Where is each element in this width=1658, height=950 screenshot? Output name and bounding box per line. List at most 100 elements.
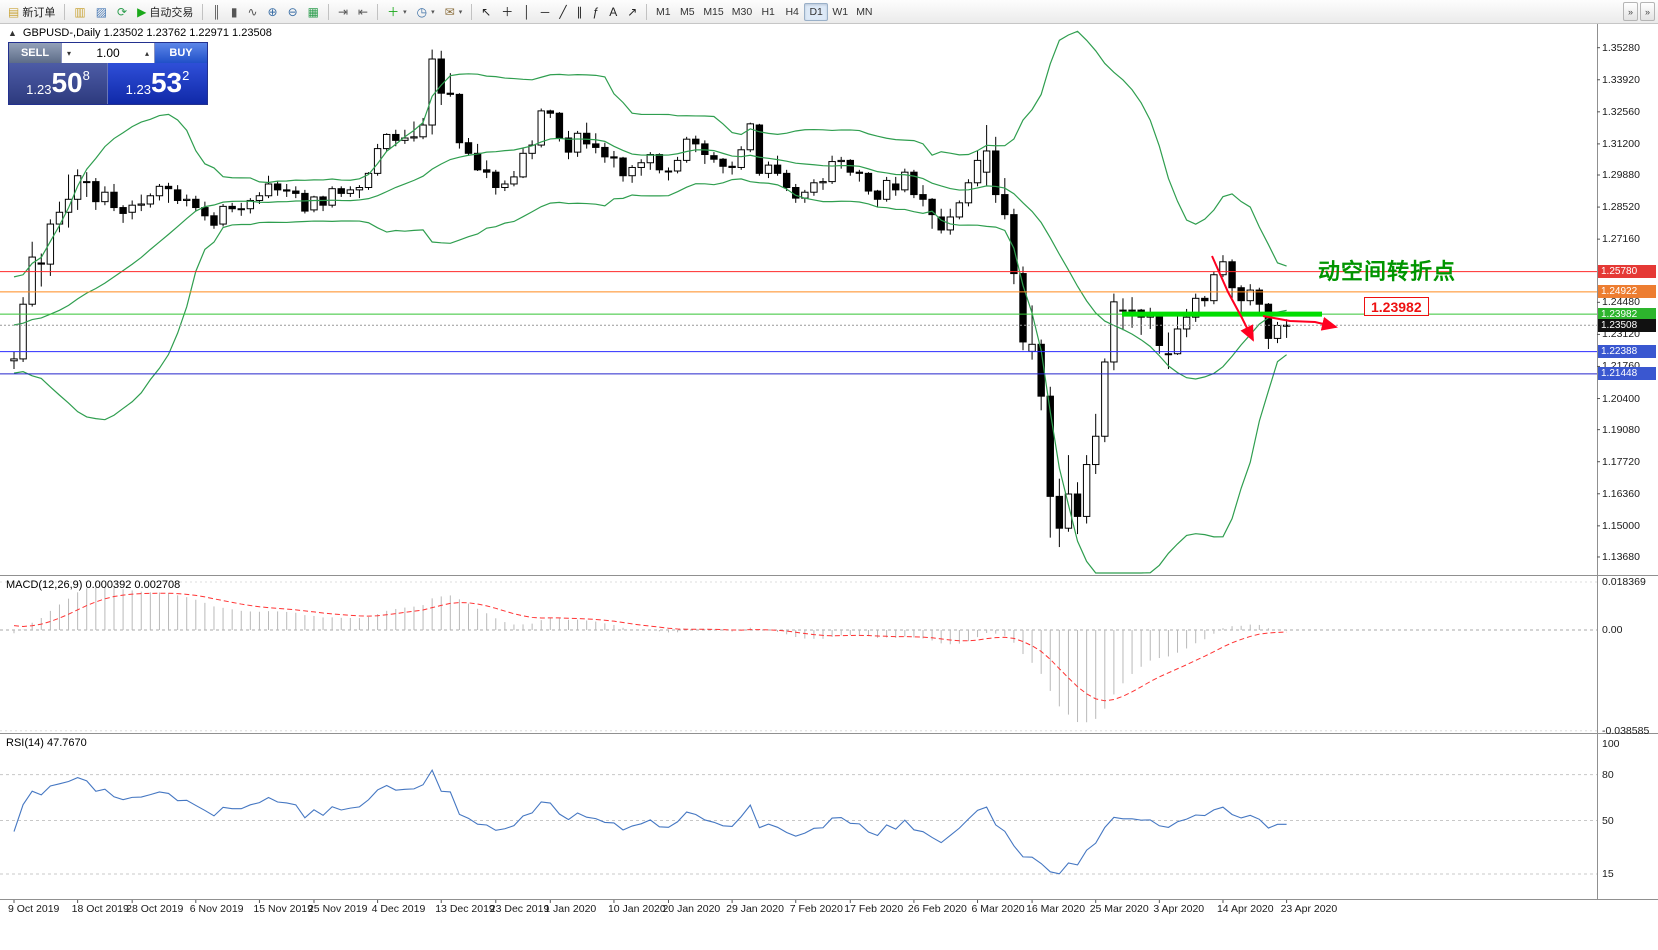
candle-body: [719, 158, 727, 167]
sell-button[interactable]: SELL: [9, 43, 61, 63]
candle-body: [437, 58, 445, 94]
toolbar-separator: [471, 3, 473, 20]
candle-body: [782, 172, 791, 189]
equidistant-channel-button[interactable]: ∥: [572, 2, 588, 22]
timeframe-h4-button[interactable]: H4: [785, 5, 799, 18]
timeframe-m1-button[interactable]: M1: [656, 5, 671, 18]
timeframe-d1-button[interactable]: D1: [804, 2, 829, 21]
candle-body: [219, 205, 227, 225]
indicators-dropdown-arrow[interactable]: ▾: [403, 8, 407, 16]
candle-body: [619, 157, 627, 177]
buy-button[interactable]: BUY: [155, 43, 207, 63]
fibonacci-icon: ƒ: [592, 4, 600, 19]
candle-body: [655, 153, 664, 171]
volume-increase-button[interactable]: ▴: [144, 48, 149, 58]
equidistant-channel-icon: ∥: [576, 4, 583, 19]
refresh-button[interactable]: ⟳: [112, 2, 132, 22]
candle-body: [882, 179, 891, 200]
trendline-button[interactable]: ╱: [554, 2, 571, 22]
new-order-button[interactable]: ▤ 新订单: [3, 2, 60, 22]
timeframe-m30-button[interactable]: M30: [731, 5, 753, 18]
candle-body: [746, 123, 754, 151]
periods-button[interactable]: ◷ ▾: [412, 2, 440, 22]
candle-body: [537, 110, 545, 146]
volume-decrease-button[interactable]: ▾: [66, 48, 71, 58]
text-label-button[interactable]: A: [604, 2, 622, 22]
candle-body: [873, 190, 882, 200]
arrows-tool-button[interactable]: ↗: [622, 2, 642, 22]
cursor-button[interactable]: ↖: [476, 2, 496, 22]
candle-body: [1110, 301, 1118, 363]
zoom-in-button[interactable]: ⊕: [263, 2, 283, 22]
crosshair-button[interactable]: ＋: [496, 2, 518, 22]
candle-body: [1219, 261, 1227, 276]
candle-body: [173, 189, 182, 201]
sell-price-display[interactable]: 1.23 50 8: [9, 63, 108, 104]
toolbar-overflow-button[interactable]: »: [1623, 2, 1638, 21]
crosshair-icon: ＋: [501, 4, 514, 19]
candle-body: [1182, 316, 1191, 330]
tile-windows-icon: ▦: [307, 4, 319, 19]
periods-dropdown-arrow[interactable]: ▾: [431, 8, 435, 16]
chart-shift-button[interactable]: ⇤: [353, 2, 373, 22]
price-level-text-box[interactable]: 1.23982: [1364, 297, 1429, 316]
trend-arrow-object[interactable]: [1262, 315, 1338, 331]
timeframe-m15-button[interactable]: M15: [703, 5, 724, 18]
one-click-collapse-toggle[interactable]: ▲: [8, 28, 17, 38]
candle-body: [446, 92, 455, 95]
candle-body: [610, 156, 618, 159]
buy-price-display[interactable]: 1.23 53 2: [108, 63, 207, 104]
bar-chart-button[interactable]: ║: [207, 2, 226, 22]
zoom-in-icon: ⊕: [267, 4, 278, 19]
templates-dropdown-arrow[interactable]: ▾: [458, 8, 463, 16]
candle-body: [1101, 361, 1109, 437]
volume-stepper[interactable]: ▾ 1.00 ▴: [61, 43, 155, 63]
macd-indicator-title: MACD(12,26,9) 0.000392 0.002708: [6, 579, 181, 591]
candle-body: [555, 112, 564, 139]
charts-button[interactable]: ▥: [69, 2, 90, 22]
sell-price-point: 8: [82, 68, 90, 83]
candle-body: [482, 169, 491, 173]
candle-body: [673, 159, 682, 172]
candle-chart-button[interactable]: ▮: [226, 2, 243, 22]
zoom-out-button[interactable]: ⊖: [283, 2, 303, 22]
main-toolbar: ▤ 新订单 ▥ ▨ ⟳ ▶ 自动交易 ║ ▮ ∿ ⊕ ⊖ ▦ ⇥ ⇤ ＋ ▾ ◷ ▾ ✉ ▾ ↖ ＋ │ ─ ╱ ∥ ƒ A ↗ M1 M5 M…: [0, 0, 1658, 24]
indicators-button[interactable]: ＋ ▾: [382, 2, 412, 22]
candle-body: [64, 198, 73, 213]
candle-body: [973, 159, 982, 184]
fibonacci-button[interactable]: ƒ: [588, 2, 605, 22]
timeframe-w1-button[interactable]: W1: [832, 5, 849, 18]
vertical-line-button[interactable]: │: [518, 2, 536, 22]
profiles-button[interactable]: ▨: [91, 2, 112, 22]
candle-body: [601, 146, 609, 158]
trade-buttons-row: SELL ▾ 1.00 ▴ BUY: [9, 43, 207, 63]
candle-body: [1237, 287, 1245, 302]
tile-windows-button[interactable]: ▦: [303, 2, 324, 22]
candle-body: [573, 132, 582, 153]
auto-scroll-button[interactable]: ⇥: [333, 2, 353, 22]
auto-scroll-icon: ⇥: [337, 4, 349, 19]
candle-body: [346, 189, 355, 194]
trendline-icon: ╱: [559, 4, 567, 19]
volume-value[interactable]: 1.00: [96, 46, 120, 60]
sell-price-pips: 50: [51, 67, 83, 98]
auto-trading-button[interactable]: ▶ 自动交易: [132, 2, 198, 22]
candle-body: [283, 189, 291, 192]
timeframe-h1-button[interactable]: H1: [761, 5, 775, 18]
toolbar-overflow-button[interactable]: »: [1640, 2, 1655, 21]
candle-body: [183, 198, 191, 201]
buy-price-point: 2: [182, 68, 190, 83]
chinese-annotation-text[interactable]: 动空间转折点: [1318, 259, 1457, 284]
candle-body: [46, 223, 55, 265]
candle-body: [1173, 328, 1182, 355]
trend-arrow-object[interactable]: [1211, 255, 1254, 342]
timeframe-m5-button[interactable]: M5: [680, 5, 695, 18]
line-chart-button[interactable]: ∿: [242, 2, 262, 22]
timeframe-mn-button[interactable]: MN: [856, 5, 873, 18]
candle-body: [237, 208, 245, 211]
templates-button[interactable]: ✉ ▾: [440, 2, 468, 22]
candle-body: [773, 164, 782, 174]
candle-body: [682, 138, 691, 161]
horizontal-line-button[interactable]: ─: [536, 2, 555, 22]
